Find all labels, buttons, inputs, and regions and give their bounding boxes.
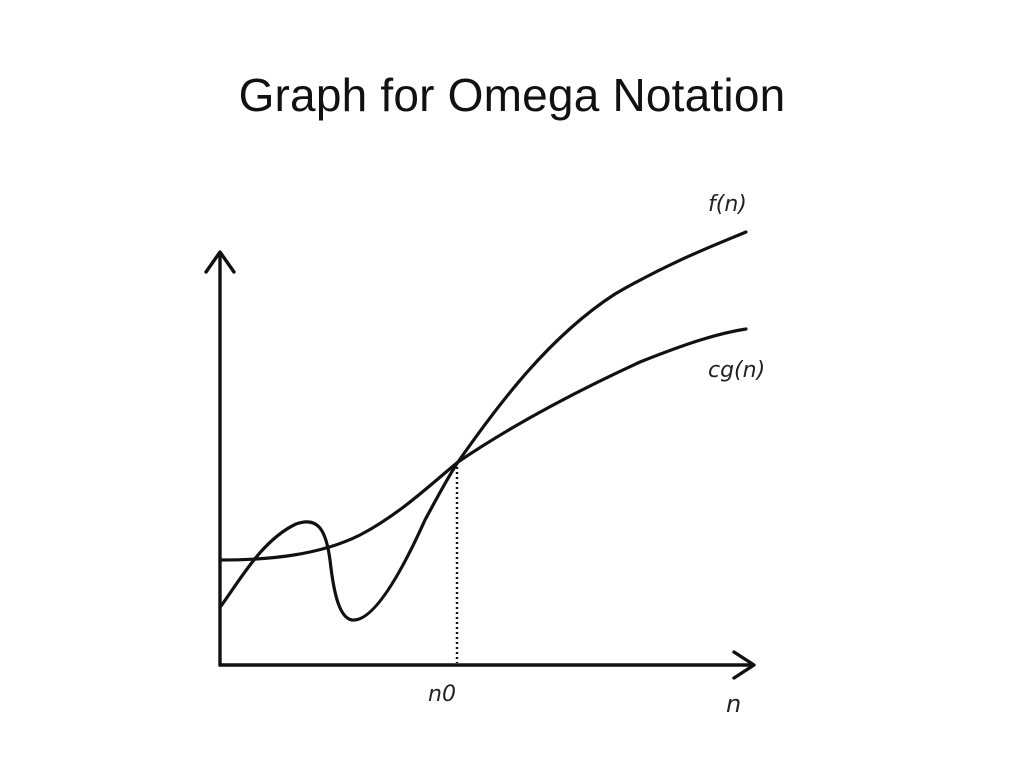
slide-title: Graph for Omega Notation [238,69,786,121]
y-axis-arrowhead [204,250,236,274]
x-axis-arrowhead [732,650,756,680]
f-n-curve [219,230,748,622]
cg-n-curve [219,327,748,562]
n0-label: n0 [428,682,456,707]
x-axis-label: n [726,690,741,718]
f-n-label: f(n) [708,192,747,217]
cg-n-label: cg(n) [708,358,765,383]
